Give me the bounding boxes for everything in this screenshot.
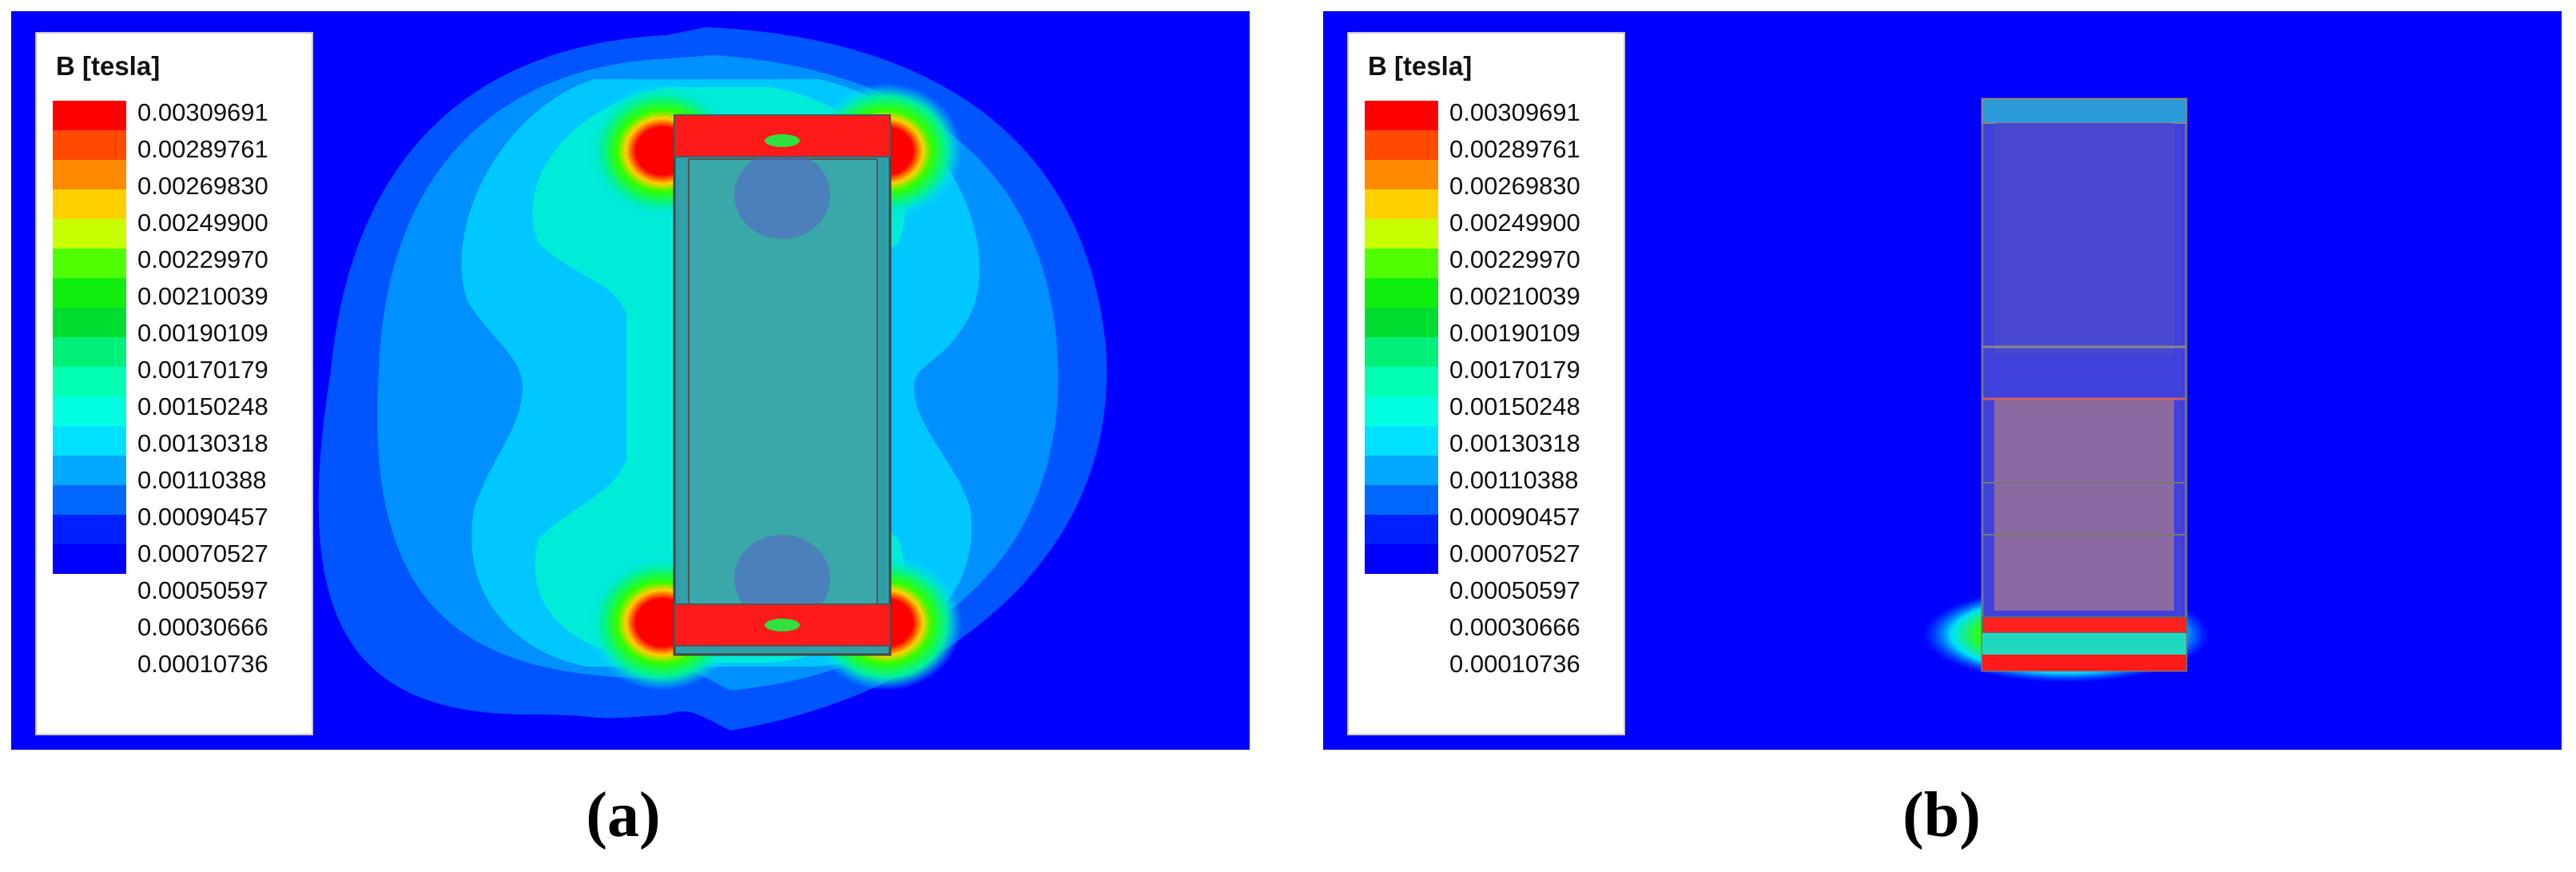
legend-swatch bbox=[53, 426, 126, 456]
legend-value: 0.00289761 bbox=[137, 135, 268, 163]
legend-value: 0.00210039 bbox=[137, 282, 268, 310]
magnet-bottom bbox=[674, 603, 891, 647]
legend-value: 0.00150248 bbox=[1449, 392, 1580, 420]
magnet-bottom-base bbox=[1982, 655, 2186, 671]
legend-swatch bbox=[53, 308, 126, 337]
magnet-bottom-spot bbox=[765, 619, 800, 631]
legend-swatch bbox=[1365, 544, 1438, 574]
legend-value: 0.00030666 bbox=[137, 613, 268, 641]
legend-swatch bbox=[53, 219, 126, 249]
legend-swatch bbox=[1365, 189, 1438, 219]
legend-value: 0.00050597 bbox=[137, 576, 268, 604]
legend-swatch bbox=[1365, 101, 1438, 130]
legend-swatch bbox=[1365, 515, 1438, 544]
legend-value: 0.00130318 bbox=[1449, 429, 1580, 457]
legend-value: 0.00070527 bbox=[137, 540, 268, 567]
legend-title: B [tesla] bbox=[1368, 51, 1473, 81]
magnet-bottom-mid bbox=[1982, 633, 2186, 655]
legend-value: 0.00070527 bbox=[1449, 540, 1580, 567]
magnet-top-spot bbox=[765, 134, 800, 147]
legend-swatch bbox=[1365, 426, 1438, 456]
panel-label-a: (a) bbox=[586, 780, 661, 850]
legend-swatch bbox=[53, 485, 126, 515]
legend-swatch bbox=[53, 337, 126, 367]
legend-swatch bbox=[1365, 308, 1438, 337]
legend-swatch bbox=[53, 249, 126, 278]
legend-value: 0.00249900 bbox=[137, 209, 268, 237]
legend-swatch bbox=[53, 278, 126, 308]
panel-a: B [tesla] 0.00309691 0.00289761 0.002698… bbox=[11, 11, 1250, 750]
core-shade-top bbox=[734, 151, 830, 239]
legend-value: 0.00170179 bbox=[137, 356, 268, 384]
core-shade-bottom bbox=[734, 535, 830, 623]
legend-value: 0.00309691 bbox=[1449, 98, 1580, 126]
legend-value: 0.00150248 bbox=[137, 392, 268, 420]
legend-swatch bbox=[53, 396, 126, 426]
legend-value: 0.00030666 bbox=[1449, 613, 1580, 641]
legend-value: 0.00309691 bbox=[137, 98, 268, 126]
legend-swatch bbox=[1365, 160, 1438, 189]
legend-value: 0.00130318 bbox=[137, 429, 268, 457]
legend-swatch bbox=[53, 544, 126, 574]
legend-value: 0.00229970 bbox=[1449, 245, 1580, 273]
legend-value: 0.00210039 bbox=[1449, 282, 1580, 310]
legend-swatch bbox=[53, 456, 126, 485]
legend-swatch bbox=[1365, 396, 1438, 426]
legend-value: 0.00110388 bbox=[1449, 466, 1579, 494]
field-plot-a bbox=[11, 11, 1250, 750]
legend-swatch bbox=[1365, 249, 1438, 278]
legend-swatch bbox=[53, 189, 126, 219]
coil-upper bbox=[1994, 123, 2174, 355]
legend-swatch bbox=[1365, 219, 1438, 249]
legend-value: 0.00190109 bbox=[1449, 319, 1580, 347]
legend-value: 0.00110388 bbox=[137, 466, 267, 494]
legend-swatch bbox=[53, 130, 126, 160]
legend-swatch bbox=[53, 367, 126, 396]
coil-top-band bbox=[1982, 98, 2187, 124]
legend-value: 0.00249900 bbox=[1449, 209, 1580, 237]
legend-value: 0.00269830 bbox=[137, 172, 268, 200]
legend-swatch bbox=[53, 515, 126, 544]
legend-b: B [tesla] 0.00309691 0.00289761 0.002698… bbox=[1347, 32, 1625, 735]
legend-a: B [tesla] 0.00309691 0.00289761 0.002698… bbox=[35, 32, 313, 735]
legend-value: 0.00190109 bbox=[137, 319, 268, 347]
legend-swatch bbox=[1365, 485, 1438, 515]
legend-value: 0.00090457 bbox=[137, 503, 268, 531]
legend-swatch bbox=[1365, 337, 1438, 367]
panel-b: B [tesla] 0.00309691 0.00289761 0.002698… bbox=[1323, 11, 2562, 750]
legend-swatch bbox=[1365, 367, 1438, 396]
legend-swatch bbox=[1365, 456, 1438, 485]
magnet-bottom bbox=[1982, 616, 2187, 634]
legend-value: 0.00229970 bbox=[137, 245, 268, 273]
legend-value: 0.00289761 bbox=[1449, 135, 1580, 163]
legend-swatch bbox=[53, 160, 126, 189]
legend-swatch bbox=[53, 101, 126, 130]
legend-value: 0.00050597 bbox=[1449, 576, 1580, 604]
legend-value: 0.00170179 bbox=[1449, 356, 1580, 384]
legend-swatch bbox=[1365, 130, 1438, 160]
coil-lower bbox=[1994, 399, 2174, 611]
legend-title: B [tesla] bbox=[56, 51, 161, 81]
panel-label-b: (b) bbox=[1902, 780, 1981, 850]
legend-value: 0.00269830 bbox=[1449, 172, 1580, 200]
legend-value: 0.00010736 bbox=[137, 650, 268, 678]
legend-value: 0.00010736 bbox=[1449, 650, 1580, 678]
legend-swatch bbox=[1365, 278, 1438, 308]
legend-value: 0.00090457 bbox=[1449, 503, 1580, 531]
